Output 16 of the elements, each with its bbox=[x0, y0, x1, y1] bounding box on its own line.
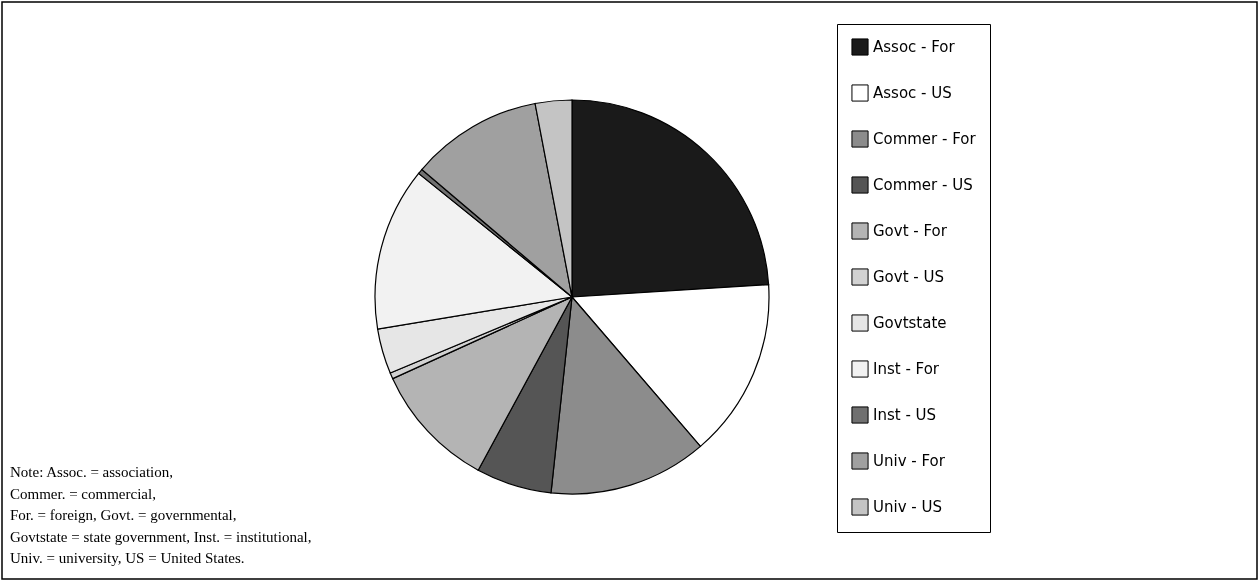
legend-label: Assoc - US bbox=[873, 84, 952, 102]
legend-label: Govt - US bbox=[873, 268, 945, 286]
text: Commer. = commercial, bbox=[10, 485, 156, 502]
text: Govtstate = state government, Inst. = institutional, bbox=[10, 528, 312, 545]
text: For. = foreign, Govt. = governmental, bbox=[10, 507, 237, 523]
text: Univ. = university, US = United States. bbox=[10, 550, 245, 566]
legend-label: Univ - US bbox=[873, 498, 942, 516]
legend-label: Commer - For bbox=[873, 130, 977, 148]
legend-label: Govt - For bbox=[873, 222, 948, 240]
text: Note: Assoc. = association, bbox=[10, 464, 174, 480]
legend-label: Commer - US bbox=[873, 176, 973, 194]
legend-label: Assoc - For bbox=[873, 38, 956, 56]
legend-label: Govtstate bbox=[873, 314, 947, 332]
legend-label: Inst - US bbox=[873, 406, 937, 424]
legend-label: Inst - For bbox=[873, 360, 940, 378]
legend-label: Univ - For bbox=[873, 452, 946, 470]
